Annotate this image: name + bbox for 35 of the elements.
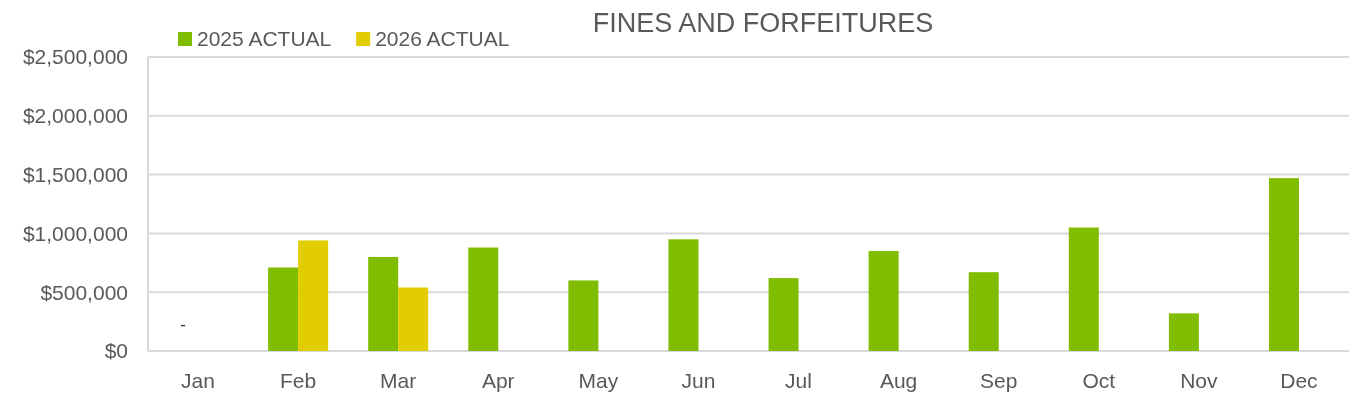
legend-label: 2026 ACTUAL	[375, 27, 510, 50]
bar	[1068, 227, 1099, 351]
x-tick-label: Oct	[1082, 369, 1116, 392]
y-tick-label: $1,000,000	[22, 221, 128, 245]
bar	[768, 278, 799, 351]
x-tick-label: Feb	[280, 369, 317, 392]
x-tick-label: May	[578, 369, 619, 392]
x-tick-label: Jan	[181, 369, 215, 392]
bar	[298, 240, 329, 351]
x-tick-label: Aug	[879, 369, 918, 392]
x-tick-label: Nov	[1180, 369, 1219, 392]
y-tick-label: $2,500,000	[22, 45, 128, 69]
bar	[398, 287, 429, 351]
bar	[468, 247, 499, 351]
x-tick-label: Jul	[785, 369, 812, 392]
x-tick-label: Dec	[1280, 369, 1318, 392]
bar	[368, 256, 399, 351]
bar	[1268, 178, 1299, 351]
legend-label: 2025 ACTUAL	[197, 27, 332, 50]
bar	[1168, 313, 1199, 351]
y-tick-label: $1,500,000	[22, 162, 128, 186]
bar	[868, 251, 899, 351]
x-tick-label: Sep	[980, 369, 1018, 392]
x-tick-label: Mar	[380, 369, 417, 392]
y-tick-label: $500,000	[40, 280, 128, 304]
data-label: -	[180, 315, 187, 335]
y-tick-label: $0	[104, 339, 128, 363]
x-tick-label: Apr	[481, 369, 515, 392]
bar	[968, 272, 999, 351]
y-tick-label: $2,000,000	[22, 104, 128, 128]
chart-title: FINES AND FORFEITURES	[592, 8, 934, 38]
bar	[268, 267, 299, 351]
bar	[568, 280, 599, 351]
x-tick-label: Jun	[681, 369, 716, 392]
bar	[668, 239, 699, 351]
